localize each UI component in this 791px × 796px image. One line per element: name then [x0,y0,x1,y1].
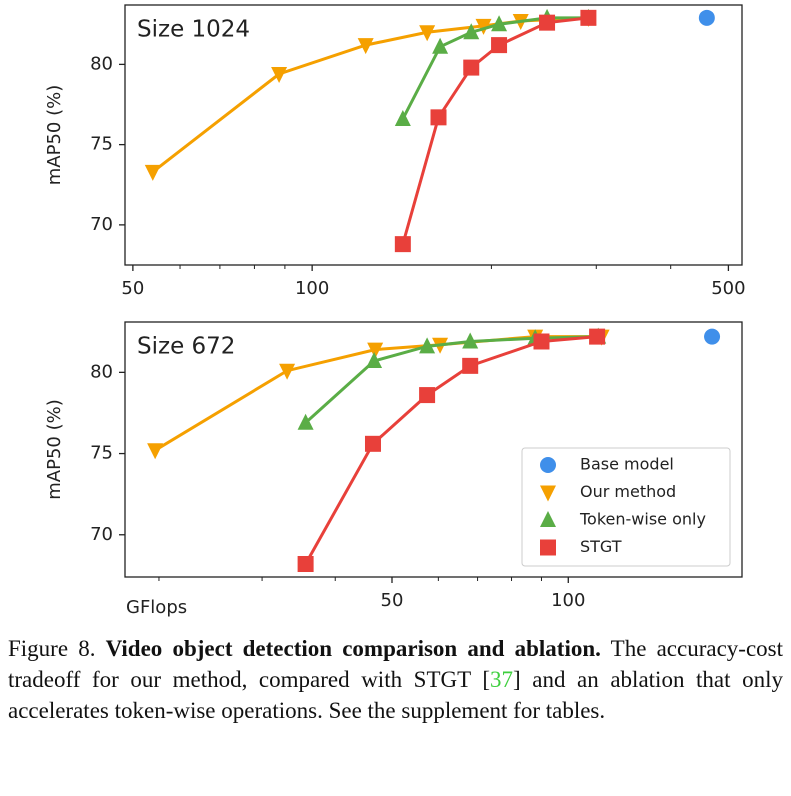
data-point [475,18,492,35]
caption-text: ] and an ablation that only accelerates … [8,667,783,723]
data-point [589,328,606,345]
legend-marker [540,539,556,556]
x-tick-label: 50 [381,590,404,611]
legend-label: STGT [580,537,622,556]
data-point [462,332,479,349]
data-point [430,109,447,126]
y-axis-label: mAP50 (%) [44,85,65,185]
data-point [704,328,721,345]
data-point [432,37,449,54]
data-point [394,109,411,126]
caption: Figure 8. Video object detection compari… [8,633,783,726]
data-point [271,67,288,84]
plot-area [124,4,743,266]
data-point [533,333,550,350]
legend-label: Our method [580,482,676,501]
annotation: Size 1024 [137,17,250,43]
data-point [364,435,381,452]
y-axis-label: mAP50 (%) [44,399,65,499]
x-axis-label: GFlops [126,597,187,618]
data-point [463,23,480,40]
data-point [367,342,384,359]
data-point [491,15,508,32]
legend-label: Token-wise only [579,510,706,529]
y-tick-label: 75 [90,134,113,155]
data-point [419,387,436,404]
data-point [698,9,715,26]
caption-label: Figure 8. [8,636,96,661]
x-tick-label: 50 [121,278,144,299]
data-point [297,556,314,573]
y-tick-label: 75 [90,443,113,464]
data-point [463,59,480,76]
x-tick-label: 100 [295,278,329,299]
legend-marker [540,457,556,473]
caption-text: The accuracy-cost tradeoff for our metho… [8,636,783,692]
y-tick-label: 80 [90,53,113,74]
y-tick-label: 70 [90,214,113,235]
data-point [279,363,296,380]
x-tick-label: 100 [551,590,585,611]
y-tick-label: 80 [90,361,113,382]
legend-marker [540,511,556,527]
plot-area [124,321,743,578]
data-point [357,38,374,55]
legend [521,447,731,567]
data-point [491,37,508,54]
x-tick-label: 500 [711,278,745,299]
annotation: Size 672 [137,334,235,360]
data-point [419,25,436,42]
caption-title: Video object detection comparison and ab… [105,636,601,661]
data-point [539,14,556,31]
legend-label: Base model [580,455,674,474]
citation[interactable]: 37 [490,667,514,692]
y-tick-label: 70 [90,524,113,545]
data-point [366,351,383,368]
series-line [304,335,598,565]
data-point [297,413,314,430]
legend-marker [540,485,556,502]
data-point [147,443,164,460]
figure: 70 75 80 50 100 500 mAP50 (%) Size 1024 70 75 80 50… [44,4,746,618]
data-point [144,164,161,181]
data-point [580,9,597,26]
data-point [462,357,479,374]
data-point [394,236,411,253]
data-point [419,337,436,354]
